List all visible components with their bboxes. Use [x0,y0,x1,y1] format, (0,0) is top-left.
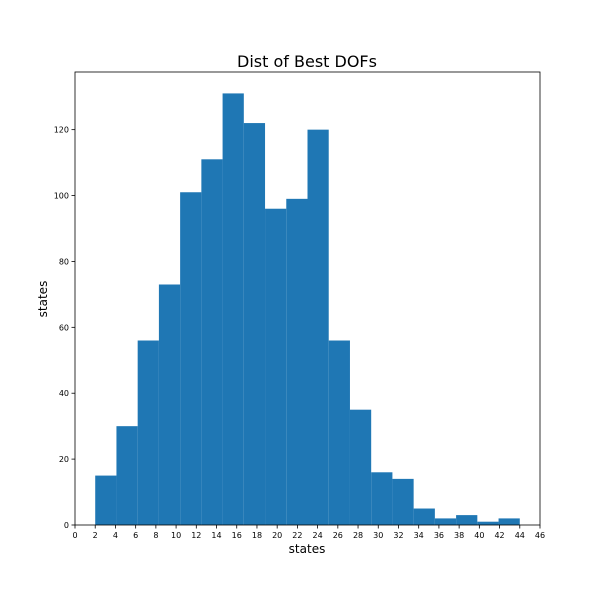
histogram-bar-7 [243,123,266,525]
x-tick-label-3: 6 [133,531,138,540]
x-tick-label-2: 4 [113,531,118,540]
y-tick-label-2: 40 [59,389,69,398]
x-tick-label-1: 2 [93,531,98,540]
histogram-bar-19 [498,518,520,525]
x-tick-label-9: 18 [252,531,262,540]
x-tick-label-14: 28 [353,531,363,540]
x-tick-label-7: 14 [211,531,221,540]
y-axis-label: states [36,281,50,318]
y-tick-label-4: 80 [59,257,69,266]
x-tick-label-20: 40 [474,531,484,540]
histogram-bar-8 [265,208,287,525]
histogram-bar-1 [116,426,138,525]
histogram-bar-15 [413,508,435,525]
bars-group [95,93,520,525]
x-tick-label-18: 36 [434,531,444,540]
histogram-bar-14 [392,478,414,525]
x-tick-label-22: 44 [515,531,525,540]
x-tick-label-12: 24 [313,531,323,540]
x-axis-ticks: 0 2 4 6 8 10 12 14 16 18 20 22 24 26 28 30 32 34 36 38 40 42 4… [72,525,545,540]
y-tick-label-6: 120 [54,126,69,135]
x-tick-label-6: 12 [191,531,201,540]
x-tick-label-21: 42 [494,531,504,540]
histogram-bar-18 [477,521,499,525]
x-tick-label-4: 8 [153,531,158,540]
histogram-bar-3 [158,284,181,525]
histogram-bar-5 [201,159,223,525]
y-tick-label-1: 20 [59,455,69,464]
x-tick-label-0: 0 [72,531,77,540]
x-tick-label-16: 32 [393,531,403,540]
histogram-bar-13 [371,472,393,525]
histogram-bar-16 [434,518,457,525]
plot-frame [74,71,541,526]
x-tick-label-19: 38 [454,531,464,540]
histogram-bar-2 [137,340,159,525]
histogram-bar-6 [222,93,244,525]
y-tick-label-5: 100 [54,192,69,201]
chart-title: Dist of Best DOFs [237,52,377,71]
histogram-bar-17 [456,515,478,525]
x-tick-label-17: 34 [414,531,424,540]
histogram-bar-4 [180,192,202,525]
y-axis-ticks: 0 20 40 60 80 100 120 [54,126,75,530]
x-tick-label-15: 30 [373,531,383,540]
x-axis-label: states [289,542,326,556]
histogram-bar-12 [349,409,372,525]
histogram-bar-9 [286,198,308,525]
x-tick-label-13: 26 [333,531,343,540]
x-tick-label-11: 22 [292,531,302,540]
y-tick-label-3: 60 [59,323,69,332]
histogram-bar-0 [95,475,117,525]
histogram-bar-11 [328,340,350,525]
x-tick-label-23: 46 [535,531,545,540]
x-tick-label-5: 10 [171,531,181,540]
x-tick-label-10: 20 [272,531,282,540]
y-tick-label-0: 0 [64,521,69,530]
histogram-bar-10 [307,129,329,525]
x-tick-label-8: 16 [232,531,242,540]
